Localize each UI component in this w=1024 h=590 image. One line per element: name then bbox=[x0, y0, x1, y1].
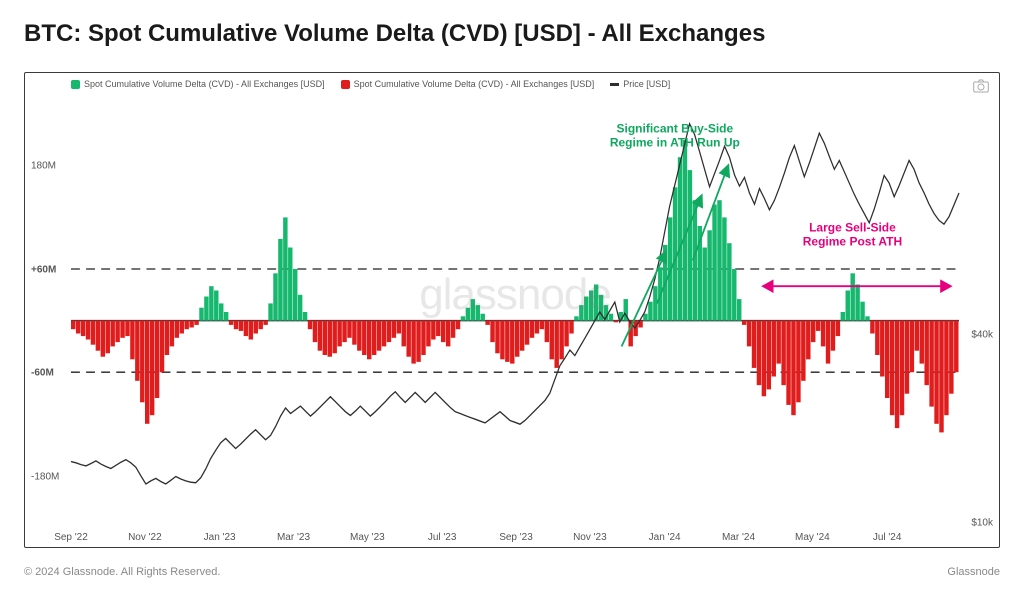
y-left-tick-label: -60M bbox=[31, 368, 54, 379]
x-tick-label: Nov '22 bbox=[128, 532, 162, 543]
legend-label-price: Price [USD] bbox=[623, 79, 670, 89]
legend-item-negative: Spot Cumulative Volume Delta (CVD) - All… bbox=[341, 79, 595, 89]
y-left-tick-label: 180M bbox=[31, 161, 56, 172]
swatch-price bbox=[610, 83, 619, 86]
copyright-text: © 2024 Glassnode. All Rights Reserved. bbox=[24, 566, 220, 578]
x-tick-label: Sep '22 bbox=[54, 532, 88, 543]
legend-label-negative: Spot Cumulative Volume Delta (CVD) - All… bbox=[354, 79, 595, 89]
chart-svg bbox=[71, 97, 959, 527]
legend: Spot Cumulative Volume Delta (CVD) - All… bbox=[71, 79, 989, 89]
x-tick-label: Nov '23 bbox=[573, 532, 607, 543]
page-title: BTC: Spot Cumulative Volume Delta (CVD) … bbox=[0, 0, 1024, 56]
legend-label-positive: Spot Cumulative Volume Delta (CVD) - All… bbox=[84, 79, 325, 89]
footer: © 2024 Glassnode. All Rights Reserved. G… bbox=[24, 566, 1000, 578]
y-right-tick-label: $40k bbox=[971, 329, 993, 340]
camera-icon[interactable] bbox=[973, 79, 989, 93]
chart-frame: Spot Cumulative Volume Delta (CVD) - All… bbox=[24, 72, 1000, 548]
brand-text: Glassnode bbox=[947, 566, 1000, 578]
legend-item-positive: Spot Cumulative Volume Delta (CVD) - All… bbox=[71, 79, 325, 89]
x-tick-label: Mar '23 bbox=[277, 532, 310, 543]
x-tick-label: Mar '24 bbox=[722, 532, 755, 543]
y-right-tick-label: $10k bbox=[971, 517, 993, 528]
x-tick-label: Jul '24 bbox=[873, 532, 902, 543]
y-left-tick-label: -180M bbox=[31, 472, 59, 483]
plot-area: glassnode Significant Buy-Side Regime in… bbox=[71, 97, 959, 527]
legend-item-price: Price [USD] bbox=[610, 79, 670, 89]
x-tick-label: May '24 bbox=[795, 532, 830, 543]
y-left-tick-label: +60M bbox=[31, 264, 56, 275]
x-tick-label: Jul '23 bbox=[428, 532, 457, 543]
x-tick-label: Jan '23 bbox=[204, 532, 236, 543]
x-tick-label: May '23 bbox=[350, 532, 385, 543]
x-tick-label: Jan '24 bbox=[649, 532, 681, 543]
swatch-positive bbox=[71, 80, 80, 89]
swatch-negative bbox=[341, 80, 350, 89]
x-tick-label: Sep '23 bbox=[499, 532, 533, 543]
